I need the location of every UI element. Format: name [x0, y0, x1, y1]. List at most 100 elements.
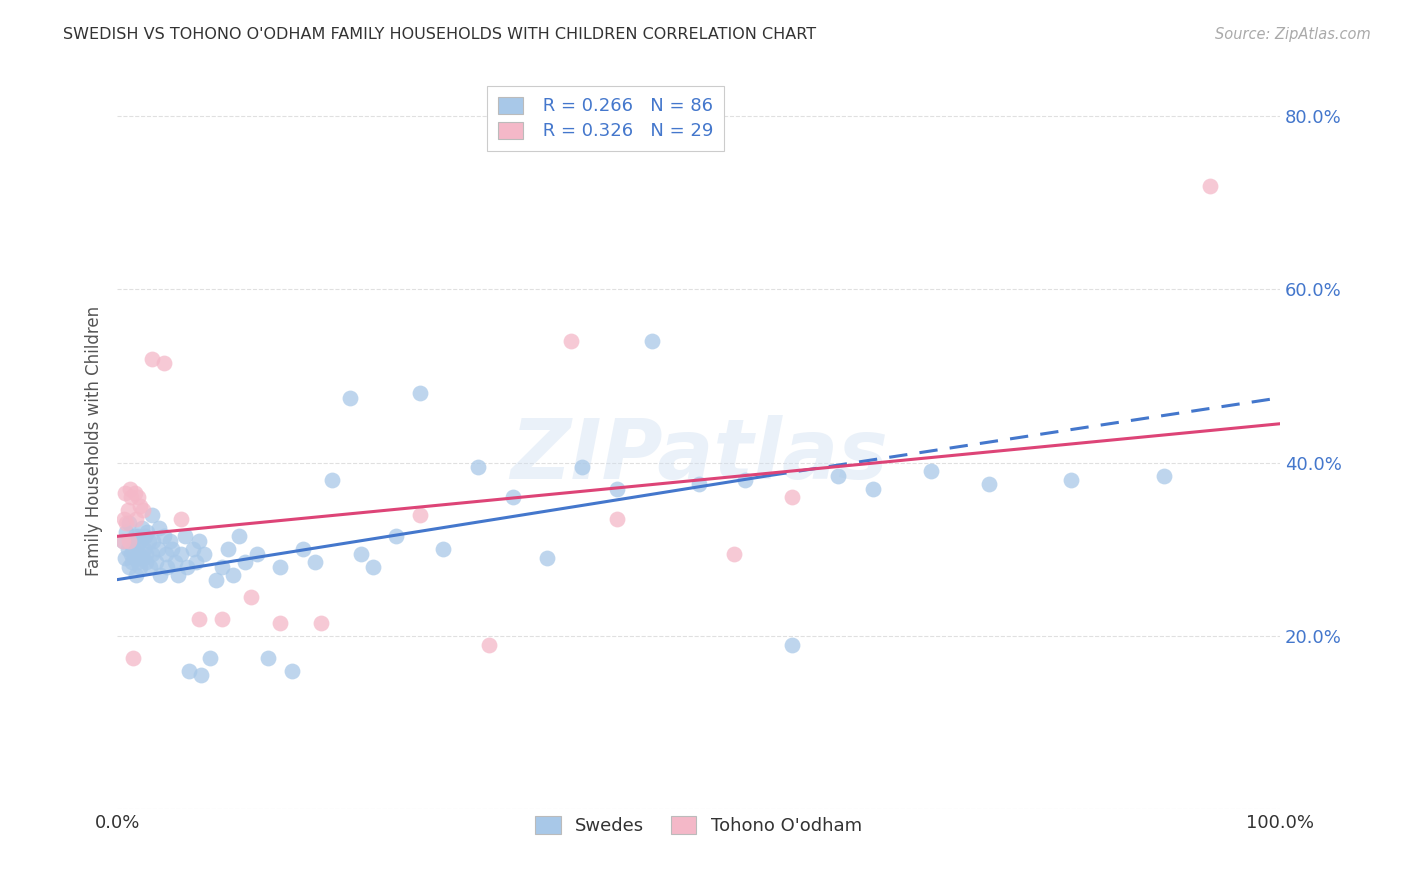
Point — [155, 547, 177, 561]
Point — [166, 568, 188, 582]
Point — [111, 533, 134, 548]
Point — [136, 524, 159, 539]
Point — [780, 491, 803, 505]
Point — [127, 491, 149, 505]
Point — [176, 559, 198, 574]
Point — [132, 503, 155, 517]
Y-axis label: Family Households with Children: Family Households with Children — [86, 306, 103, 576]
Point — [1199, 178, 1222, 193]
Point — [117, 503, 139, 517]
Point — [187, 533, 209, 548]
Point — [385, 529, 408, 543]
Point — [239, 590, 262, 604]
Point — [560, 334, 582, 349]
Point — [467, 460, 489, 475]
Point — [159, 533, 181, 548]
Point — [114, 551, 136, 566]
Point — [309, 615, 332, 630]
Point — [165, 555, 187, 569]
Point — [571, 460, 593, 475]
Point — [125, 512, 148, 526]
Point — [173, 529, 195, 543]
Point — [146, 542, 169, 557]
Point — [129, 499, 152, 513]
Point — [478, 638, 501, 652]
Point — [127, 555, 149, 569]
Point — [121, 555, 143, 569]
Point — [641, 334, 664, 349]
Point — [118, 482, 141, 496]
Point — [122, 542, 145, 557]
Point — [125, 538, 148, 552]
Point — [292, 542, 315, 557]
Point — [211, 559, 233, 574]
Point — [114, 486, 136, 500]
Point — [233, 555, 256, 569]
Point — [170, 512, 193, 526]
Point — [222, 568, 245, 582]
Point — [129, 559, 152, 574]
Point — [246, 547, 269, 561]
Point — [132, 551, 155, 566]
Point — [257, 650, 280, 665]
Point — [138, 533, 160, 548]
Point — [190, 668, 212, 682]
Point — [304, 555, 326, 569]
Point — [118, 533, 141, 548]
Point — [432, 542, 454, 557]
Point — [152, 356, 174, 370]
Point — [361, 559, 384, 574]
Point — [122, 650, 145, 665]
Point — [1060, 473, 1083, 487]
Point — [200, 650, 222, 665]
Point — [688, 477, 710, 491]
Point — [156, 559, 179, 574]
Point — [124, 529, 146, 543]
Point — [142, 533, 165, 548]
Text: ZIPatlas: ZIPatlas — [510, 416, 887, 496]
Point — [339, 391, 361, 405]
Point — [920, 464, 942, 478]
Point — [606, 482, 628, 496]
Point — [141, 351, 163, 366]
Point — [228, 529, 250, 543]
Point — [135, 547, 157, 561]
Point — [186, 555, 208, 569]
Point — [205, 573, 228, 587]
Point — [321, 473, 343, 487]
Point — [723, 547, 745, 561]
Point — [139, 559, 162, 574]
Point — [350, 547, 373, 561]
Point — [128, 547, 150, 561]
Point — [127, 529, 149, 543]
Point — [179, 664, 201, 678]
Point — [132, 542, 155, 557]
Point — [134, 529, 156, 543]
Point — [120, 547, 142, 561]
Point — [111, 533, 134, 548]
Point — [269, 615, 291, 630]
Point — [141, 547, 163, 561]
Point — [115, 524, 138, 539]
Point — [606, 512, 628, 526]
Point — [120, 533, 142, 548]
Point — [115, 516, 138, 531]
Legend: Swedes, Tohono O'odham: Swedes, Tohono O'odham — [526, 807, 872, 845]
Point — [152, 529, 174, 543]
Point — [118, 516, 141, 531]
Point — [536, 551, 558, 566]
Point — [148, 521, 170, 535]
Point — [135, 555, 157, 569]
Point — [979, 477, 1001, 491]
Point — [827, 468, 849, 483]
Point — [125, 568, 148, 582]
Point — [269, 559, 291, 574]
Text: Source: ZipAtlas.com: Source: ZipAtlas.com — [1215, 27, 1371, 42]
Point — [129, 533, 152, 548]
Point — [734, 473, 756, 487]
Point — [217, 542, 239, 557]
Point — [145, 555, 167, 569]
Point — [120, 491, 142, 505]
Point — [118, 559, 141, 574]
Point — [160, 542, 183, 557]
